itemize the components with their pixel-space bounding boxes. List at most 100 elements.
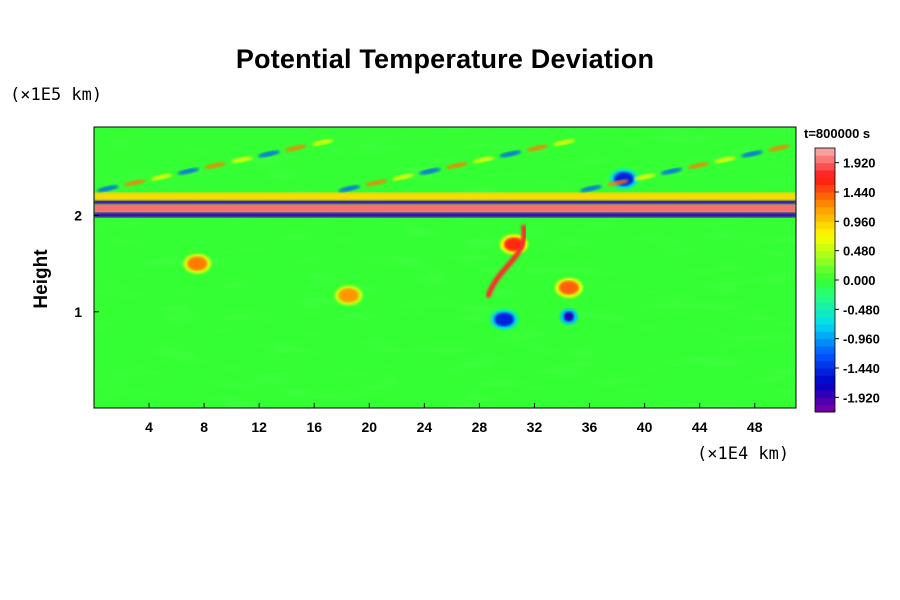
field-wave-streak (284, 144, 307, 152)
colorbar-swatch (815, 184, 835, 193)
colorbar-swatch (815, 280, 835, 288)
colorbar-swatch (815, 272, 835, 281)
x-tick-label: 36 (582, 419, 598, 435)
x-tick-label: 40 (637, 419, 653, 435)
x-tick-label: 4 (145, 419, 153, 435)
colorbar-swatch (815, 375, 835, 384)
field-wave-streak (365, 179, 387, 187)
field-wave-streak (606, 179, 629, 187)
field-plume (485, 224, 527, 299)
colorbar-label: -1.440 (843, 361, 880, 376)
colorbar-swatch (815, 390, 835, 398)
colorbar-label: 0.000 (843, 273, 876, 288)
colorbar-swatch (815, 192, 835, 200)
colorbar-label: 1.920 (843, 156, 876, 171)
field-anomaly (558, 280, 579, 295)
field-wave-streak (123, 179, 146, 187)
field-wave-streak (633, 173, 656, 181)
colorbar-swatch (815, 250, 835, 259)
colorbar-swatch (815, 360, 835, 369)
colorbar-swatch (815, 199, 835, 208)
colorbar-swatch (815, 170, 835, 178)
field-wave-streak (258, 150, 280, 158)
colorbar-swatch (815, 346, 835, 354)
field-wave-streak (741, 150, 763, 158)
field-band (94, 203, 796, 213)
field-anomaly (338, 288, 359, 303)
colorbar-swatch (815, 294, 835, 303)
field-wave-streak (338, 185, 361, 192)
colorbar-swatch (815, 309, 835, 318)
field-wave-streak (204, 162, 226, 169)
colorbar-label: -0.480 (843, 302, 880, 317)
colorbar-swatch (815, 324, 835, 332)
colorbar-swatch (815, 316, 835, 325)
colorbar-swatch (815, 382, 835, 391)
colorbar-swatch (815, 368, 835, 376)
field-wave-streak (445, 162, 468, 169)
colorbar-swatch (815, 221, 835, 230)
field-wave-streak (687, 162, 710, 169)
field-wave-streak (392, 173, 414, 181)
field-anomaly (494, 312, 515, 327)
colorbar-swatch (815, 177, 835, 186)
y-tick-label: 2 (74, 208, 82, 224)
colorbar-swatch (815, 338, 835, 347)
field-wave-streak (472, 156, 495, 164)
x-tick-label: 20 (362, 419, 378, 435)
colorbar-swatch (815, 206, 835, 215)
field-wave-streak (553, 139, 575, 146)
colorbar-swatch (815, 243, 835, 252)
field-band (94, 200, 796, 204)
colorbar-swatch (815, 397, 835, 406)
field-wave-streak (311, 139, 334, 146)
time-annotation: t=800000 s (804, 126, 871, 141)
colorbar-swatch (815, 155, 835, 164)
field-wave-streak (714, 156, 736, 164)
field-wave-streak (580, 185, 602, 192)
field-wave-streak (96, 185, 119, 192)
colorbar-swatch (815, 302, 835, 310)
colorbar-swatch (815, 228, 835, 237)
field-band (94, 192, 796, 201)
colorbar-label: 1.440 (843, 185, 876, 200)
field-anomaly (563, 311, 574, 322)
x-tick-label: 28 (472, 419, 488, 435)
x-tick-label: 24 (417, 419, 433, 435)
colorbar-label: -0.960 (843, 332, 880, 347)
field-wave-streak (419, 167, 441, 175)
field-wave-streak (177, 167, 200, 175)
field-wave-streak (150, 173, 173, 181)
x-tick-label: 48 (747, 419, 763, 435)
x-tick-label: 16 (306, 419, 322, 435)
y-axis-unit: (×1E5 km) (10, 85, 103, 105)
field-wave-streak (660, 167, 683, 175)
field-wave-streak (231, 156, 253, 164)
field-wave-streak (499, 150, 522, 158)
colorbar-label: 0.480 (843, 244, 876, 259)
plot-frame (93, 126, 797, 409)
colorbar-swatch (815, 287, 835, 296)
field-wave-streak (768, 144, 790, 152)
field-texture (94, 127, 796, 408)
colorbar-swatch (815, 404, 835, 413)
colorbar-swatch (815, 265, 835, 274)
colorbar-swatch (815, 162, 835, 171)
chart-title: Potential Temperature Deviation (235, 44, 655, 74)
x-axis-unit: (×1E4 km) (697, 444, 790, 464)
colorbar-label: -1.920 (843, 390, 880, 405)
field-anomaly (187, 256, 208, 271)
x-tick-label: 44 (692, 419, 708, 435)
field-wave-streak (526, 144, 548, 152)
colorbar-label: 0.960 (843, 214, 876, 229)
y-tick-label: 1 (74, 304, 82, 320)
x-tick-label: 12 (251, 419, 267, 435)
colorbar-swatch (815, 148, 835, 156)
colorbar-swatch (815, 331, 835, 340)
colorbar-swatch (815, 236, 835, 244)
colorbar-swatch (815, 353, 835, 362)
field-band (94, 212, 796, 218)
x-tick-label: 8 (200, 419, 208, 435)
